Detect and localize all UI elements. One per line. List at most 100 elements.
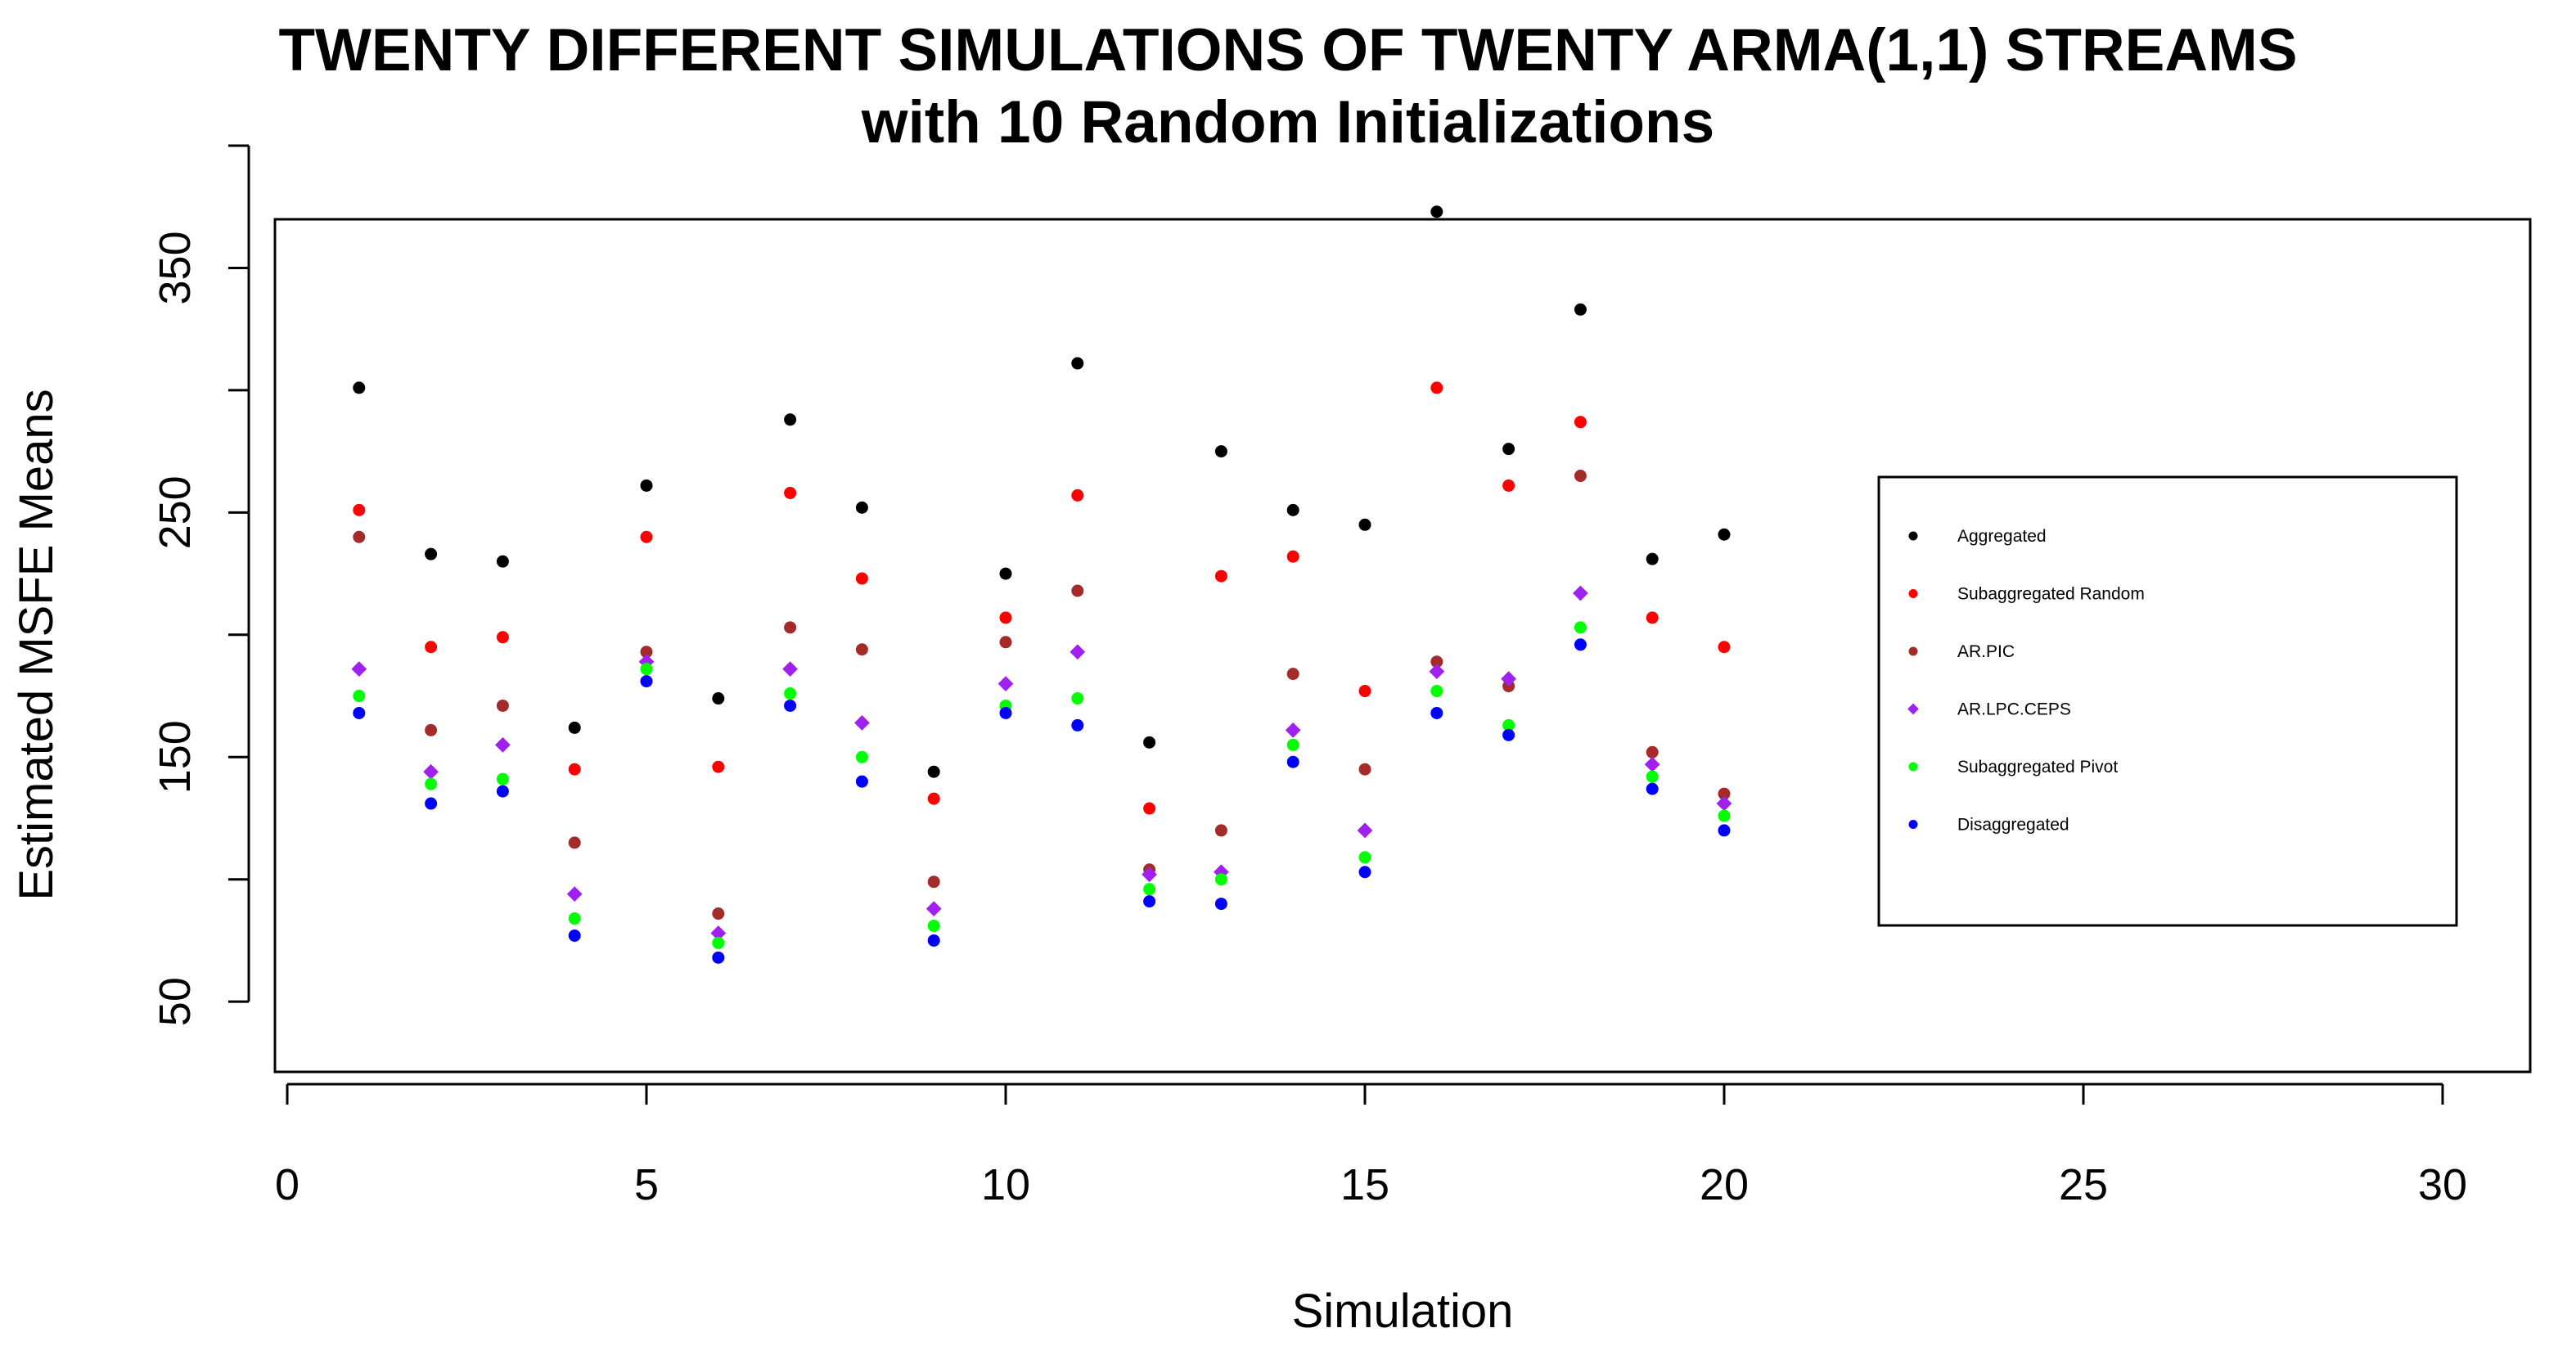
data-point	[855, 501, 868, 514]
data-point	[496, 631, 509, 644]
data-point	[855, 643, 868, 656]
data-point	[999, 636, 1012, 649]
data-point	[712, 951, 725, 964]
data-point	[1574, 416, 1587, 429]
data-point	[1071, 718, 1084, 732]
data-point	[425, 777, 438, 790]
data-point	[927, 934, 940, 947]
data-point	[925, 901, 942, 916]
data-point	[568, 912, 581, 925]
legend-label: AR.LPC.CEPS	[1957, 700, 2071, 719]
data-point	[712, 936, 725, 949]
data-point	[927, 765, 940, 778]
y-tick-label: 50	[151, 977, 200, 1026]
data-point	[1286, 503, 1299, 516]
series-subaggregated-random	[353, 381, 1731, 815]
data-point	[1214, 898, 1227, 911]
data-point	[1718, 528, 1731, 541]
data-point	[1214, 873, 1227, 886]
data-points	[351, 205, 1732, 964]
data-point	[640, 663, 653, 676]
data-point	[353, 503, 366, 516]
data-point	[1502, 443, 1515, 456]
data-point	[1286, 550, 1299, 563]
data-point	[1143, 895, 1156, 908]
data-point	[784, 621, 797, 634]
data-point	[1430, 381, 1443, 394]
data-point	[1285, 723, 1301, 738]
x-tick-label: 30	[2418, 1160, 2467, 1209]
data-point	[1430, 685, 1443, 698]
data-point	[998, 676, 1014, 691]
legend: Aggregated Subaggregated Random AR.PIC AR.L…	[1877, 475, 2458, 927]
x-axis: 0 5 10 15 20 25 30	[275, 1083, 2467, 1209]
x-tick-label: 10	[981, 1160, 1030, 1209]
data-point	[1143, 883, 1156, 896]
data-point	[1143, 736, 1156, 749]
data-point	[1646, 552, 1659, 565]
data-point	[1646, 770, 1659, 783]
data-point	[1502, 728, 1515, 741]
data-point	[1718, 809, 1731, 822]
data-point	[568, 929, 581, 942]
data-point	[1502, 718, 1515, 732]
legend-label: Aggregated	[1957, 527, 2047, 546]
data-point	[353, 690, 366, 703]
data-point	[496, 699, 509, 712]
data-point	[1358, 866, 1371, 879]
chart-title: TWENTY DIFFERENT SIMULATIONS OF TWENTY A…	[278, 17, 2298, 83]
data-point	[855, 750, 868, 763]
data-point	[425, 723, 438, 736]
data-point	[999, 706, 1012, 719]
legend-marker	[1907, 703, 1919, 715]
series-ar-lpc-ceps	[351, 585, 1732, 941]
data-point	[1071, 357, 1084, 370]
data-point	[1718, 787, 1731, 800]
data-point	[1501, 671, 1516, 687]
data-point	[1718, 641, 1731, 654]
series-ar-pic	[353, 470, 1731, 921]
data-point	[927, 920, 940, 933]
data-point	[784, 486, 797, 499]
chart-title-block: TWENTY DIFFERENT SIMULATIONS OF TWENTY A…	[0, 15, 2576, 159]
y-axis: 50 150 250 350	[151, 144, 250, 1026]
data-point	[496, 772, 509, 786]
x-tick-label: 5	[634, 1160, 659, 1209]
data-point	[1214, 824, 1227, 837]
data-point	[1574, 303, 1587, 316]
data-point	[640, 646, 653, 659]
data-point	[1430, 706, 1443, 719]
y-tick-label: 250	[151, 475, 200, 549]
data-point	[712, 907, 725, 921]
data-point	[1358, 685, 1371, 698]
legend-label: Disaggregated	[1957, 816, 2069, 835]
legend-box	[1877, 475, 2458, 927]
data-point	[1646, 611, 1659, 624]
data-point	[1214, 569, 1227, 583]
legend-marker	[1908, 762, 1918, 772]
data-point	[566, 886, 583, 903]
data-point	[568, 836, 581, 849]
data-point	[423, 763, 439, 780]
data-point	[1286, 738, 1299, 751]
data-point	[353, 530, 366, 543]
data-point	[710, 925, 727, 941]
data-point	[854, 715, 870, 731]
chart-subtitle: with 10 Random Initializations	[861, 89, 1715, 155]
data-point	[927, 792, 940, 805]
data-point	[1357, 822, 1373, 839]
data-point	[855, 572, 868, 585]
data-point	[1071, 584, 1084, 597]
data-point	[1574, 638, 1587, 651]
data-point	[927, 876, 940, 889]
data-point	[1070, 644, 1086, 660]
data-point	[1646, 745, 1659, 759]
data-point	[425, 641, 438, 654]
data-point	[1573, 585, 1588, 601]
data-point	[1718, 824, 1731, 837]
data-point	[496, 785, 509, 798]
data-point	[1286, 668, 1299, 681]
data-point	[353, 706, 366, 719]
data-point	[1430, 205, 1443, 218]
x-tick-label: 20	[1700, 1160, 1749, 1209]
